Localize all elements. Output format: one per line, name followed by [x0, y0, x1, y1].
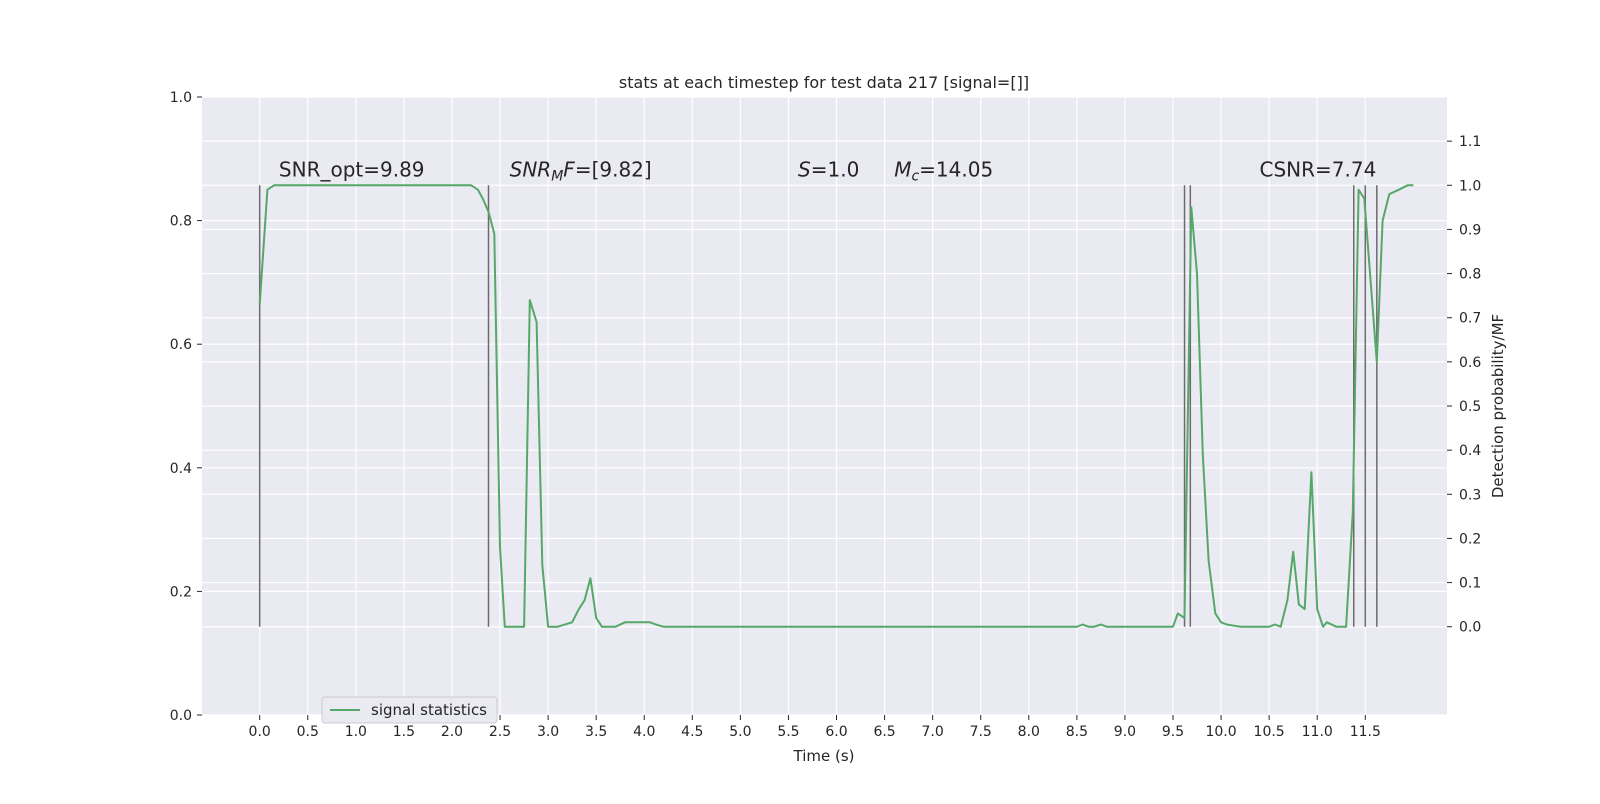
- y-right-axis-label: Detection probability/MF: [1489, 314, 1507, 498]
- y-left-axis-ticks: 0.0 0.2 0.4 0.6 0.8 1.0: [170, 90, 202, 724]
- x-tick-label: 5.0: [729, 724, 751, 740]
- y-left-tick-label: 0.0: [170, 708, 192, 724]
- x-tick-label: 8.0: [1018, 724, 1040, 740]
- y-right-axis-ticks: 0.0 0.1 0.2 0.3 0.4 0.5 0.6 0.7 0.8 0.9 1.0 1.1: [1447, 134, 1481, 636]
- y-right-tick-label: 0.6: [1459, 355, 1481, 371]
- y-left-tick-label: 0.4: [170, 461, 192, 477]
- annotations: SNR_opt=9.89 SNRMF=[9.82] S=1.0 Mc=14.05 CSN…: [279, 157, 1376, 184]
- x-tick-label: 0.0: [249, 724, 271, 740]
- x-tick-label: 2.0: [441, 724, 463, 740]
- y-right-tick-label: 0.2: [1459, 531, 1481, 547]
- x-tick-label: 9.5: [1162, 724, 1184, 740]
- x-tick-label: 6.5: [873, 724, 895, 740]
- y-right-tick-label: 0.8: [1459, 267, 1481, 283]
- x-tick-label: 10.0: [1205, 724, 1236, 740]
- x-tick-label: 7.0: [922, 724, 944, 740]
- x-tick-label: 8.5: [1066, 724, 1088, 740]
- y-right-tick-label: 1.1: [1459, 134, 1481, 150]
- x-tick-label: 11.0: [1302, 724, 1333, 740]
- x-axis-label: Time (s): [793, 747, 855, 765]
- y-right-tick-label: 0.4: [1459, 443, 1481, 459]
- y-right-tick-label: 1.0: [1459, 178, 1481, 194]
- chart-title: stats at each timestep for test data 217…: [619, 73, 1029, 92]
- x-tick-label: 3.5: [585, 724, 607, 740]
- x-tick-label: 7.5: [970, 724, 992, 740]
- annotation: CSNR=7.74: [1260, 157, 1377, 181]
- annotation: S=1.0: [798, 157, 859, 181]
- y-right-tick-label: 0.0: [1459, 620, 1481, 636]
- x-tick-label: 11.5: [1350, 724, 1381, 740]
- annotation: SNR_opt=9.89: [279, 157, 425, 181]
- legend: signal statistics: [321, 696, 498, 724]
- y-right-tick-label: 0.9: [1459, 222, 1481, 238]
- x-axis-ticks: 0.0 0.5 1.0 1.5 2.0 2.5 3.0 3.5 4.0 4.5 5.0 5.5 6.0 6…: [249, 715, 1381, 740]
- x-tick-label: 9.0: [1114, 724, 1136, 740]
- series-line-signal-statistics: [258, 184, 1414, 628]
- y-right-tick-label: 0.3: [1459, 487, 1481, 503]
- x-tick-label: 0.5: [297, 724, 319, 740]
- x-tick-label: 6.0: [825, 724, 847, 740]
- y-right-tick-label: 0.1: [1459, 576, 1481, 592]
- legend-label-signal-statistics: signal statistics: [371, 701, 487, 719]
- x-tick-label: 5.5: [777, 724, 799, 740]
- x-tick-label: 10.5: [1254, 724, 1285, 740]
- legend-box: [321, 696, 498, 724]
- series-layer: [258, 184, 1414, 628]
- x-tick-label: 1.0: [345, 724, 367, 740]
- x-tick-label: 4.5: [681, 724, 703, 740]
- annotation: Mc=14.05: [894, 157, 993, 184]
- y-left-tick-label: 0.2: [170, 584, 192, 600]
- y-left-tick-label: 0.8: [170, 214, 192, 230]
- x-tick-label: 4.0: [633, 724, 655, 740]
- annotation: SNRMF=[9.82]: [510, 157, 652, 184]
- x-tick-label: 1.5: [393, 724, 415, 740]
- grid: [202, 96, 1447, 716]
- x-tick-label: 2.5: [489, 724, 511, 740]
- y-right-tick-label: 0.7: [1459, 311, 1481, 327]
- y-left-tick-label: 1.0: [170, 90, 192, 106]
- x-tick-label: 3.0: [537, 724, 559, 740]
- y-left-tick-label: 0.6: [170, 337, 192, 353]
- y-right-tick-label: 0.5: [1459, 399, 1481, 415]
